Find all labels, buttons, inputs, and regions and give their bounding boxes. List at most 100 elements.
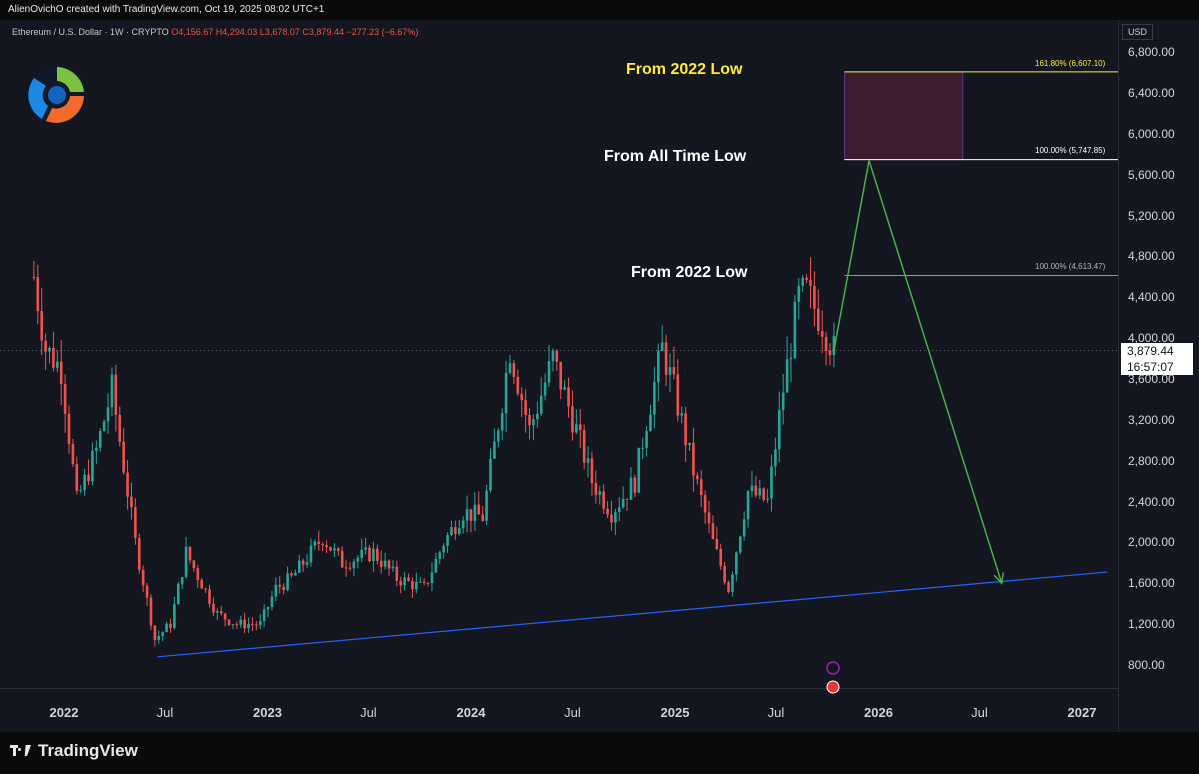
candle-body bbox=[754, 485, 758, 496]
price-tick-label: 6,000.00 bbox=[1128, 126, 1175, 141]
candle-body bbox=[832, 336, 836, 356]
tradingview-brand[interactable]: TradingView bbox=[10, 741, 138, 761]
candle-body bbox=[110, 374, 114, 408]
candle-body bbox=[344, 567, 348, 569]
price-tick-label: 6,400.00 bbox=[1128, 86, 1175, 101]
candle-body bbox=[75, 464, 79, 491]
candle-body bbox=[586, 458, 590, 463]
candle-body bbox=[539, 395, 543, 414]
candle-body bbox=[216, 611, 219, 613]
price-tick-label: 4,800.00 bbox=[1128, 249, 1175, 264]
candle-body bbox=[801, 277, 804, 286]
candle-body bbox=[543, 382, 547, 396]
candle-body bbox=[223, 613, 227, 620]
candle-body bbox=[493, 441, 496, 459]
candle-body bbox=[169, 623, 172, 628]
candle-body bbox=[426, 582, 430, 584]
candle-body bbox=[407, 577, 410, 581]
candle-body bbox=[770, 466, 773, 499]
candle-body bbox=[87, 474, 90, 482]
candle-body bbox=[372, 548, 375, 562]
candle-body bbox=[348, 567, 352, 569]
candle-body bbox=[247, 624, 250, 629]
candle-body bbox=[450, 527, 453, 536]
candle-body bbox=[95, 447, 98, 451]
candle-body bbox=[32, 276, 36, 278]
candle-body bbox=[536, 413, 539, 420]
candle-body bbox=[797, 285, 801, 302]
candle-body bbox=[457, 528, 461, 535]
candle-body bbox=[235, 624, 239, 626]
candle-body bbox=[336, 548, 340, 551]
candle-body bbox=[454, 527, 457, 535]
candle-body bbox=[629, 477, 633, 500]
time-tick-label: Jul bbox=[360, 705, 377, 720]
candle-body bbox=[641, 447, 644, 449]
candle-body bbox=[356, 557, 360, 562]
candle-body bbox=[582, 430, 586, 463]
candle-body bbox=[313, 541, 317, 546]
candle-body bbox=[434, 558, 438, 573]
candle-body bbox=[360, 549, 364, 558]
candle-body bbox=[290, 573, 293, 576]
candle-body bbox=[766, 498, 769, 500]
candle-body bbox=[489, 458, 492, 491]
candle-body bbox=[56, 361, 59, 368]
candle-body bbox=[571, 406, 574, 433]
candle-body bbox=[699, 479, 703, 496]
candle-body bbox=[134, 507, 137, 538]
candle-body bbox=[376, 548, 379, 561]
candle-body bbox=[67, 413, 71, 444]
candle-body bbox=[719, 548, 723, 566]
candle-body bbox=[282, 586, 285, 590]
time-tick-label: Jul bbox=[156, 705, 174, 720]
candle-body bbox=[395, 566, 399, 581]
candle-body bbox=[329, 547, 332, 551]
candle-body bbox=[785, 359, 789, 393]
candle-body bbox=[52, 347, 55, 368]
candle-body bbox=[828, 350, 832, 356]
fib-label-161: 161.80% (6,607.10) bbox=[1035, 59, 1106, 68]
candle-body bbox=[184, 546, 188, 578]
candle-body bbox=[563, 387, 566, 390]
candle-body bbox=[188, 546, 192, 561]
candle-body bbox=[418, 581, 422, 583]
flash-event-icon bbox=[826, 661, 840, 675]
candle-body bbox=[805, 277, 808, 280]
candle-body bbox=[774, 449, 777, 467]
candle-body bbox=[106, 407, 110, 422]
candle-body bbox=[817, 308, 820, 331]
candle-body bbox=[403, 577, 406, 586]
candle-body bbox=[758, 488, 762, 496]
candle-body bbox=[750, 485, 754, 492]
price-tick-label: 3,200.00 bbox=[1128, 412, 1175, 427]
candle-body bbox=[255, 624, 258, 626]
price-tick-label: 800.00 bbox=[1128, 658, 1165, 672]
candle-body bbox=[688, 442, 691, 446]
candle-body bbox=[696, 475, 699, 480]
candle-body bbox=[118, 414, 122, 442]
candle-body bbox=[352, 561, 356, 569]
candle-body bbox=[727, 582, 730, 593]
candle-body bbox=[294, 572, 297, 576]
candle-body bbox=[317, 541, 321, 544]
currency-label[interactable]: USD bbox=[1122, 24, 1154, 40]
candle-body bbox=[703, 495, 707, 513]
candle-body bbox=[672, 366, 676, 375]
candle-body bbox=[508, 363, 512, 373]
candle-body bbox=[528, 414, 531, 426]
candle-body bbox=[379, 560, 383, 567]
candle-body bbox=[606, 508, 609, 515]
support-trendline bbox=[157, 571, 1108, 658]
candle-body bbox=[762, 488, 765, 500]
candle-body bbox=[504, 372, 508, 414]
candle-body bbox=[145, 585, 149, 598]
candle-body bbox=[364, 547, 367, 550]
candle-body bbox=[157, 636, 161, 641]
ohlc-values: O4,156.67 H4,294.03 L3,678.07 C3,879.44 … bbox=[171, 27, 419, 37]
candle-body bbox=[165, 623, 168, 633]
candle-body bbox=[161, 632, 164, 637]
candle-body bbox=[196, 568, 200, 580]
candle-body bbox=[442, 545, 445, 553]
